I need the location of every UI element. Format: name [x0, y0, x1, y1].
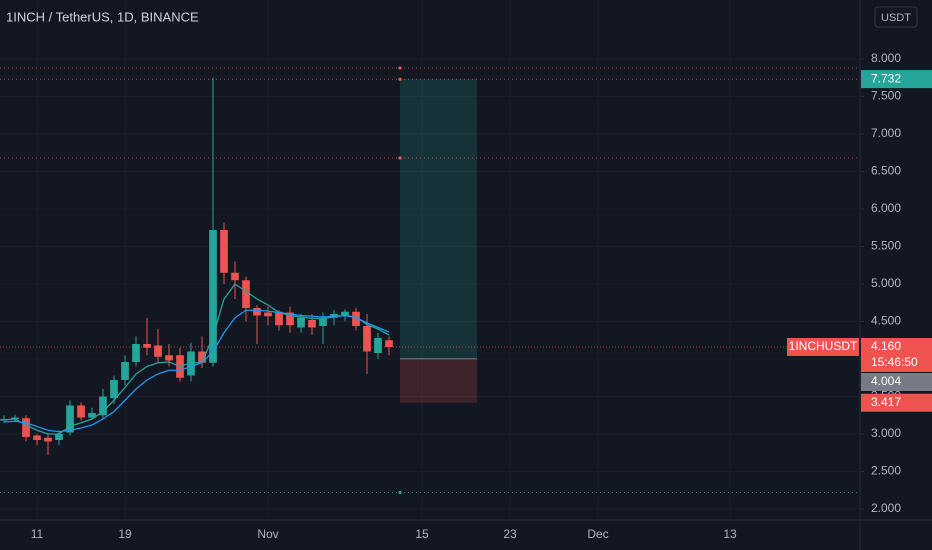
candle-body	[110, 379, 118, 398]
currency-box[interactable]	[874, 6, 918, 28]
y-tick-label: 8.000	[871, 51, 901, 65]
candle-body	[77, 405, 85, 418]
candle-body	[341, 311, 349, 316]
line-anchor	[398, 77, 402, 81]
grid	[0, 0, 860, 520]
candle-body	[253, 307, 261, 316]
symbol-box	[787, 337, 859, 356]
symbol-label: 1INCHUSDT	[789, 339, 858, 353]
x-tick-label: Dec	[587, 527, 608, 541]
line-anchor	[398, 490, 402, 495]
chart-title: 1INCH / TetherUS, 1D, BINANCE	[6, 9, 199, 24]
plot	[0, 66, 860, 495]
candle-body	[319, 317, 327, 326]
currency-label: USDT	[881, 12, 911, 24]
candle-body	[132, 343, 140, 362]
moving-average	[3, 309, 390, 433]
candle-body	[11, 417, 19, 419]
y-tick-label: 5.500	[871, 239, 901, 253]
y-tick-label: 2.500	[871, 464, 901, 478]
x-tick-label: 15	[415, 527, 429, 541]
candle-body	[242, 280, 250, 308]
line-anchor	[398, 66, 402, 70]
entry-label-box	[861, 372, 932, 391]
candle-body	[66, 405, 74, 433]
y-tick-label: 7.500	[871, 89, 901, 103]
axis: 2.0002.5003.0003.5004.0004.5005.0005.500…	[31, 51, 932, 541]
candle-body	[220, 230, 228, 273]
candle-body	[154, 345, 162, 357]
x-tick-label: 11	[31, 527, 44, 541]
target-label: 7.732	[871, 71, 901, 85]
line-anchor	[398, 156, 402, 160]
candle-body	[352, 311, 360, 326]
moving-average	[3, 283, 390, 435]
stop-label: 3.417	[871, 395, 901, 409]
y-tick-label: 3.000	[871, 426, 901, 440]
y-tick-label: 6.000	[871, 201, 901, 215]
x-tick-label: 23	[503, 527, 517, 541]
entry-label: 4.004	[871, 374, 901, 388]
last-price-label: 4.160	[871, 339, 901, 353]
profit-zone	[400, 79, 477, 359]
x-tick-label: 13	[723, 527, 737, 541]
candle-body	[385, 340, 393, 347]
candle-body	[297, 317, 305, 328]
candle-body	[88, 412, 96, 418]
candle-body	[275, 311, 283, 326]
candle-body	[99, 396, 107, 416]
y-tick-label: 4.500	[871, 314, 901, 328]
candle-body	[264, 312, 272, 317]
y-tick-label: 7.000	[871, 126, 901, 140]
candle-body	[121, 361, 129, 380]
candle-body	[33, 435, 41, 440]
candle-body	[198, 351, 206, 363]
candle-body	[374, 337, 382, 353]
candle-body	[308, 319, 316, 328]
y-tick-label: 5.000	[871, 276, 901, 290]
candle-body	[143, 343, 151, 348]
candle-body	[44, 437, 52, 442]
candle-body	[187, 351, 195, 376]
last-price-label-box	[861, 337, 932, 372]
loss-zone	[400, 358, 477, 403]
candle-body	[286, 312, 294, 326]
candle-body	[231, 272, 239, 281]
candle-body	[55, 433, 63, 440]
x-tick-label: 19	[118, 527, 132, 541]
target-label-box	[861, 70, 932, 89]
candle-body	[209, 230, 217, 363]
y-tick-label: 2.000	[871, 501, 901, 515]
y-tick-label: 6.500	[871, 164, 901, 178]
candle-body	[165, 355, 173, 361]
last-price-label-sub: 15:46:50	[871, 355, 918, 369]
candle-body	[363, 325, 371, 352]
x-tick-label: Nov	[257, 527, 278, 541]
candle-body	[22, 418, 30, 437]
stop-label-box	[861, 393, 932, 412]
